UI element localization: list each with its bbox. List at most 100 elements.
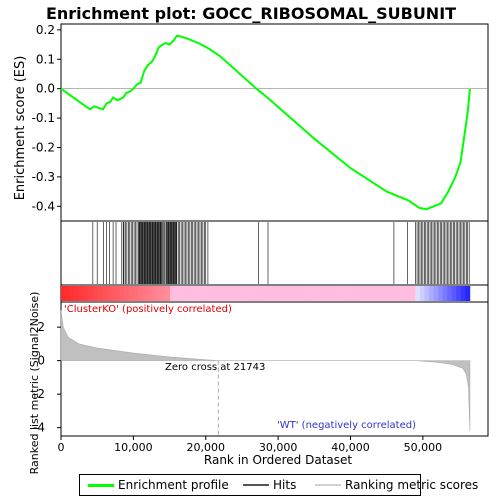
- rank-color-segment: [306, 286, 312, 301]
- es-ytick-label: -0.2: [32, 140, 55, 154]
- rank-color-segment: [365, 286, 371, 301]
- x-tick-label: 20,000: [186, 441, 225, 454]
- rank-color-segment: [342, 286, 348, 301]
- rank-color-segment: [120, 286, 125, 301]
- ranking-metric-area: [60, 310, 471, 432]
- rank-color-segment: [97, 286, 103, 301]
- rank-color-segment: [351, 286, 357, 301]
- rank-color-segment: [465, 286, 471, 301]
- negative-correlation-label: 'WT' (negatively correlated): [277, 420, 416, 431]
- rank-color-segment: [138, 286, 144, 301]
- metric-ytick-label: 2: [37, 320, 45, 334]
- legend-item-enrichment: Enrichment profile: [88, 478, 229, 492]
- rank-color-segment: [192, 286, 198, 301]
- rank-color-segment: [451, 286, 457, 301]
- rank-color-segment: [251, 286, 257, 301]
- metric-ytick-label: 0: [37, 354, 45, 368]
- rank-color-segment: [401, 286, 407, 301]
- rank-color-segment: [179, 286, 184, 301]
- rank-color-segment: [142, 286, 148, 301]
- rank-color-segment: [124, 286, 130, 301]
- rank-color-segment: [383, 286, 389, 301]
- rank-color-segment: [260, 286, 266, 301]
- legend-swatch-metric: [315, 484, 341, 486]
- legend-swatch-hits: [243, 484, 269, 486]
- rank-color-segment: [429, 286, 434, 301]
- legend: Enrichment profile Hits Ranking metric s…: [79, 474, 478, 496]
- legend-item-metric: Ranking metric scores: [315, 478, 478, 492]
- x-tick-label: 50,000: [404, 441, 443, 454]
- metric-panel-frame: [60, 301, 489, 437]
- rank-color-segment: [415, 286, 421, 301]
- rank-color-segment: [356, 286, 362, 301]
- rank-color-segment: [301, 286, 307, 301]
- rank-color-segment: [256, 286, 262, 301]
- rank-color-segment: [360, 286, 366, 301]
- rank-color-segment: [442, 286, 448, 301]
- rank-color-segment: [151, 286, 157, 301]
- es-ytick-label: -0.3: [32, 170, 55, 184]
- rank-color-segment: [92, 286, 98, 301]
- rank-color-segment: [297, 286, 303, 301]
- x-tick-label: 30,000: [259, 441, 298, 454]
- rank-color-segment: [397, 286, 403, 301]
- rank-color-segment: [197, 286, 203, 301]
- x-tick-label: 40,000: [331, 441, 370, 454]
- rank-color-segment: [419, 286, 425, 301]
- positive-correlation-label: 'ClusterKO' (positively correlated): [64, 304, 232, 315]
- legend-label-metric: Ranking metric scores: [345, 478, 479, 492]
- rank-color-segment: [83, 286, 89, 301]
- rank-color-segment: [147, 286, 153, 301]
- metric-axis-label: Ranked list metric (Signal2Noise): [28, 292, 41, 475]
- rank-color-segment: [283, 286, 289, 301]
- rank-color-segment: [101, 286, 107, 301]
- rank-color-segment: [388, 286, 393, 301]
- x-axis-label: Rank in Ordered Dataset: [204, 453, 352, 467]
- zero-cross-label: Zero cross at 21743: [165, 362, 265, 373]
- rank-color-segment: [392, 286, 398, 301]
- rank-color-segment: [170, 286, 175, 301]
- rank-color-segment: [319, 286, 325, 301]
- rank-color-segment: [210, 286, 216, 301]
- hits-panel-frame: [60, 220, 489, 286]
- rank-color-segment: [456, 286, 462, 301]
- rank-color-segment: [310, 286, 316, 301]
- rank-color-segment: [274, 286, 280, 301]
- rank-color-segment: [265, 286, 271, 301]
- rank-color-segment: [220, 286, 225, 301]
- rank-color-segment: [269, 286, 275, 301]
- rank-color-segment: [183, 286, 189, 301]
- rank-color-segment: [292, 286, 298, 301]
- rank-color-segment: [347, 286, 353, 301]
- rank-color-segment: [215, 286, 221, 301]
- rank-color-segment: [315, 286, 321, 301]
- legend-label-enrichment: Enrichment profile: [118, 478, 229, 492]
- rank-color-segment: [379, 286, 384, 301]
- rank-color-segment: [369, 286, 375, 301]
- rank-color-segment: [188, 286, 194, 301]
- legend-swatch-enrichment: [88, 483, 114, 487]
- rank-color-segment: [279, 286, 284, 301]
- es-ytick-label: 0.1: [36, 52, 55, 66]
- rank-color-segment: [329, 286, 334, 301]
- rank-color-segment: [438, 286, 443, 301]
- rank-color-segment: [129, 286, 134, 301]
- es-axis-label: Enrichment score (ES): [13, 56, 28, 201]
- metric-ytick-label: -2: [33, 387, 45, 401]
- rank-color-segment: [160, 286, 166, 301]
- rank-color-segment: [156, 286, 162, 301]
- rank-color-segment: [70, 286, 75, 301]
- es-ytick-label: 0.0: [36, 82, 55, 96]
- rank-color-segment: [88, 286, 94, 301]
- rank-color-segment: [333, 286, 339, 301]
- es-panel-frame: [60, 23, 489, 222]
- es-ytick-label: -0.4: [32, 199, 55, 213]
- rank-color-segment: [238, 286, 244, 301]
- rank-color-segment: [61, 286, 66, 301]
- rank-color-segment: [224, 286, 230, 301]
- rank-color-segment: [79, 286, 85, 301]
- rank-color-segment: [447, 286, 453, 301]
- rank-color-segment: [460, 286, 466, 301]
- rank-color-segment: [106, 286, 112, 301]
- rank-color-segment: [115, 286, 121, 301]
